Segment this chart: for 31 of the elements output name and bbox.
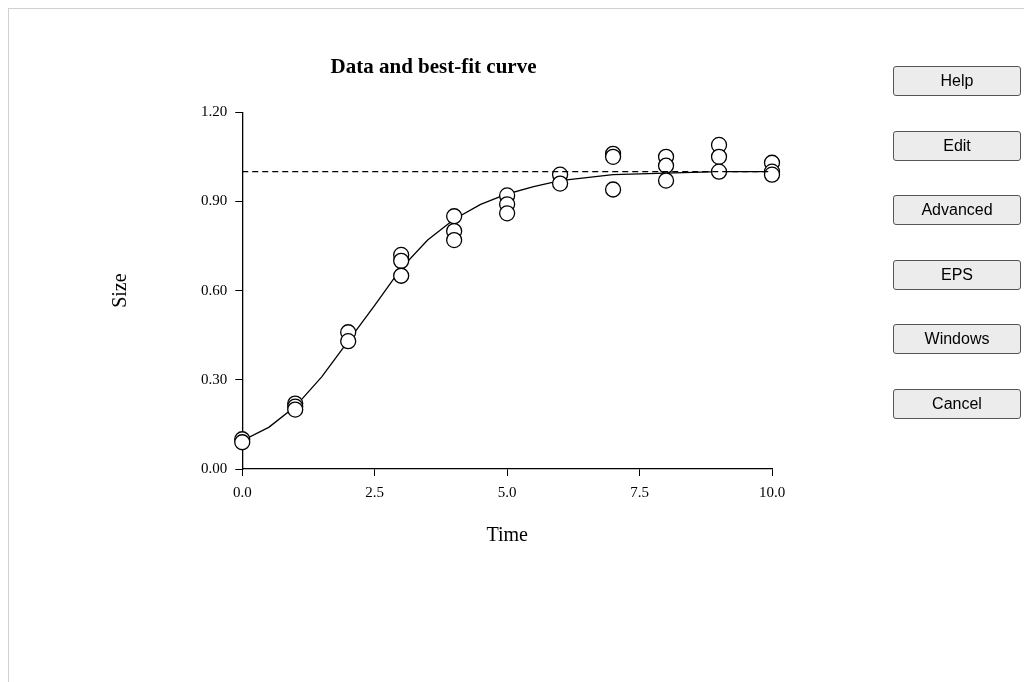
point (340, 333, 357, 350)
point (393, 252, 410, 270)
text: Edit (893, 130, 1021, 161)
text: Advanced (893, 195, 1021, 225)
chart-title: Data and best-fit curve (330, 54, 537, 79)
point (446, 208, 463, 225)
y-tick-label: 0.60 (201, 281, 228, 298)
x-tick-label: 2.5 (365, 483, 385, 500)
point (657, 172, 675, 189)
x-axis-title: Time (486, 523, 528, 546)
x-tick-label: 0.0 (232, 483, 252, 500)
point (710, 148, 728, 165)
text: Help (893, 66, 1021, 96)
point (604, 181, 622, 198)
point (551, 175, 569, 192)
text: Windows (893, 324, 1021, 354)
point (446, 231, 463, 249)
x-tick-label: 7.5 (630, 483, 649, 500)
y-tick-label: 0.00 (201, 459, 228, 476)
point (710, 163, 728, 180)
y-tick-label: 0.90 (201, 192, 228, 209)
y-axis-title: Size (108, 273, 131, 308)
text: EPS (893, 259, 1021, 290)
text: Cancel (893, 388, 1021, 419)
point (498, 205, 516, 222)
y-tick-label: 0.30 (201, 370, 228, 387)
x-tick-label: 10.0 (758, 483, 786, 500)
point (657, 157, 675, 174)
point (393, 267, 410, 284)
x-tick-label: 5.0 (497, 483, 517, 500)
y-tick-label: 1.20 (201, 103, 228, 120)
